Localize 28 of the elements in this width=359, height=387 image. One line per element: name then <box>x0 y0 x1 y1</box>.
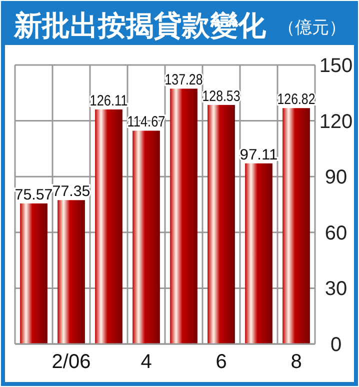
data-label: 128.53 <box>202 88 248 105</box>
bar <box>245 163 272 344</box>
x-tick-label: 8 <box>290 351 302 373</box>
data-label: 97.11 <box>240 146 278 164</box>
bar <box>20 203 48 344</box>
data-label: 114.67 <box>127 114 172 131</box>
bar <box>170 88 198 344</box>
bar <box>282 108 310 344</box>
x-tick-label: 6 <box>216 351 227 373</box>
data-label: 137.28 <box>164 72 211 89</box>
x-tick-label: 4 <box>140 351 152 373</box>
bar <box>58 200 85 344</box>
x-tick-label: 2/06 <box>52 351 91 373</box>
chart-title: 新批出按揭貸款變化 <box>13 10 267 41</box>
y-tick-label: 120 <box>319 110 353 133</box>
y-tick-label: 150 <box>319 55 353 77</box>
bar <box>208 104 235 344</box>
data-label: 126.82 <box>277 91 324 108</box>
chart-subtitle: （億元） <box>278 18 346 37</box>
bar <box>132 130 160 344</box>
y-tick-label: 0 <box>330 334 342 356</box>
data-label: 77.35 <box>52 183 90 200</box>
y-tick-label: 90 <box>324 166 348 189</box>
y-tick-label: 60 <box>324 222 348 244</box>
data-label: 75.57 <box>14 186 53 204</box>
data-label: 126.11 <box>90 92 135 110</box>
y-tick-label: 30 <box>324 278 348 300</box>
bar <box>95 109 122 344</box>
